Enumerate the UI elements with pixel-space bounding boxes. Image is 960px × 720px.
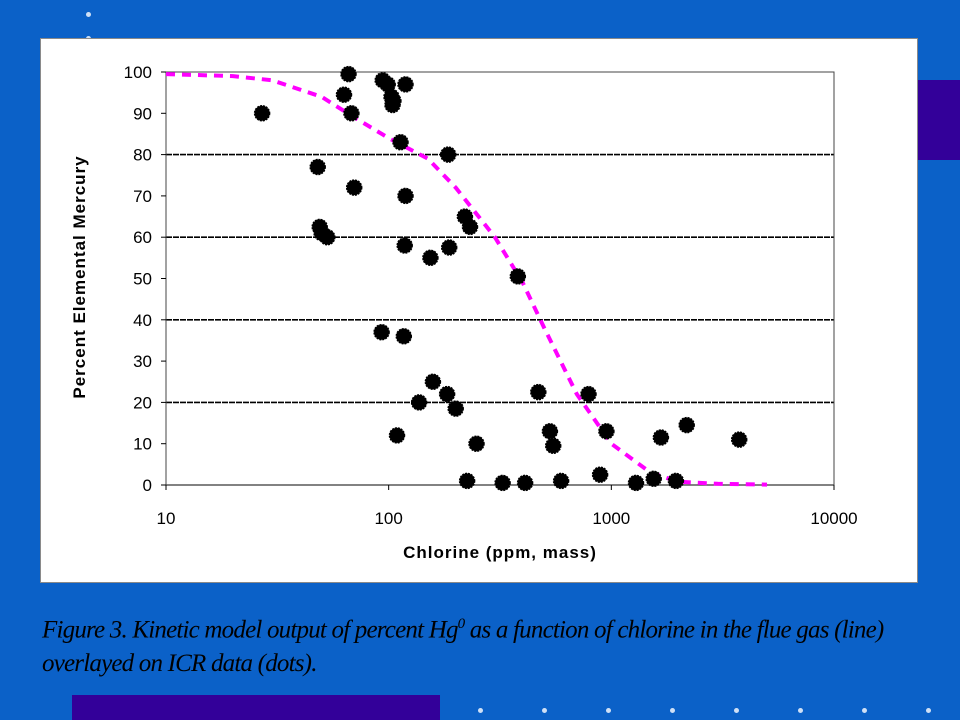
data-point	[379, 76, 396, 93]
chart-panel: 0 10 20 30 40 50 60 70 80 90 100 10 100 1000 10000 Chl…	[40, 38, 918, 583]
x-tick-label: 1000	[592, 509, 630, 528]
data-point	[580, 385, 597, 403]
data-point	[541, 423, 559, 440]
data-point	[392, 133, 409, 151]
data-point	[509, 268, 527, 285]
data-point	[461, 218, 479, 236]
accent-band-right	[918, 80, 960, 160]
data-point	[652, 429, 670, 446]
y-tick-label: 40	[133, 311, 152, 330]
data-point	[395, 328, 413, 345]
y-tick-label: 10	[133, 435, 152, 454]
data-point	[439, 146, 457, 163]
data-point	[397, 76, 414, 93]
data-point	[645, 470, 662, 488]
data-point	[598, 423, 615, 440]
slide-dot	[606, 708, 611, 713]
y-tick-label: 70	[133, 187, 152, 206]
y-tick-label: 100	[124, 63, 152, 82]
accent-band-bottom	[72, 695, 440, 720]
y-tick-label: 50	[133, 270, 152, 289]
figure-caption: Figure 3. Kinetic model output of percen…	[42, 607, 902, 681]
data-point	[447, 400, 464, 417]
data-point	[516, 474, 534, 492]
point-layer	[253, 65, 748, 492]
data-point	[422, 249, 439, 267]
data-point	[309, 158, 326, 176]
slide-dot	[670, 708, 675, 713]
data-point	[530, 383, 547, 401]
slide-dot	[798, 708, 803, 713]
data-point	[253, 105, 271, 122]
model-line	[165, 72, 768, 487]
caption-text: Figure 3. Kinetic model output of percen…	[42, 616, 458, 644]
data-point	[468, 435, 485, 452]
slide-dot	[478, 708, 483, 713]
data-point	[544, 437, 562, 455]
slide-dot	[734, 708, 739, 713]
data-point	[667, 472, 685, 490]
slide-dot	[86, 12, 91, 17]
y-tick-label: 60	[133, 228, 152, 247]
data-point	[730, 431, 748, 448]
y-tick-label: 90	[133, 104, 152, 123]
caption-text-end: as a function of chlorine in the flue ga…	[42, 616, 884, 678]
data-point	[319, 228, 336, 246]
y-axis-title: Percent Elemental Mercury	[70, 155, 89, 398]
caption-superscript: 0	[457, 616, 465, 632]
y-tick-label: 80	[133, 146, 152, 165]
data-point	[388, 427, 406, 444]
y-tick-label: 20	[133, 393, 152, 412]
slide-dot	[542, 708, 547, 713]
data-point	[458, 472, 476, 490]
y-tick-label: 30	[133, 352, 152, 371]
slide-dot	[926, 708, 931, 713]
x-tick-label: 10	[157, 509, 176, 528]
data-point	[345, 179, 363, 196]
data-point	[424, 373, 442, 391]
data-point	[438, 385, 456, 403]
data-point	[494, 474, 511, 492]
line-layer	[165, 72, 768, 487]
x-tick-label: 10000	[810, 509, 857, 528]
y-tick-label: 0	[143, 476, 152, 495]
data-point	[373, 323, 390, 341]
data-point	[591, 466, 609, 483]
data-point	[410, 394, 428, 411]
data-point	[340, 65, 357, 83]
data-point	[440, 239, 458, 256]
tick-layer: 0 10 20 30 40 50 60 70 80 90 100 10 100 1000 10000	[124, 63, 858, 528]
data-point	[343, 105, 360, 122]
data-point	[627, 474, 645, 492]
data-point	[396, 237, 413, 254]
scatter-chart: 0 10 20 30 40 50 60 70 80 90 100 10 100 1000 10000 Chl…	[70, 63, 858, 562]
x-tick-label: 100	[374, 509, 402, 528]
data-point	[385, 92, 402, 110]
slide-dot	[862, 708, 867, 713]
data-point	[552, 472, 570, 490]
data-point	[335, 86, 353, 103]
data-point	[678, 416, 695, 434]
x-axis-title: Chlorine (ppm, mass)	[403, 543, 597, 562]
plot-frame	[165, 71, 835, 486]
data-point	[397, 187, 414, 205]
